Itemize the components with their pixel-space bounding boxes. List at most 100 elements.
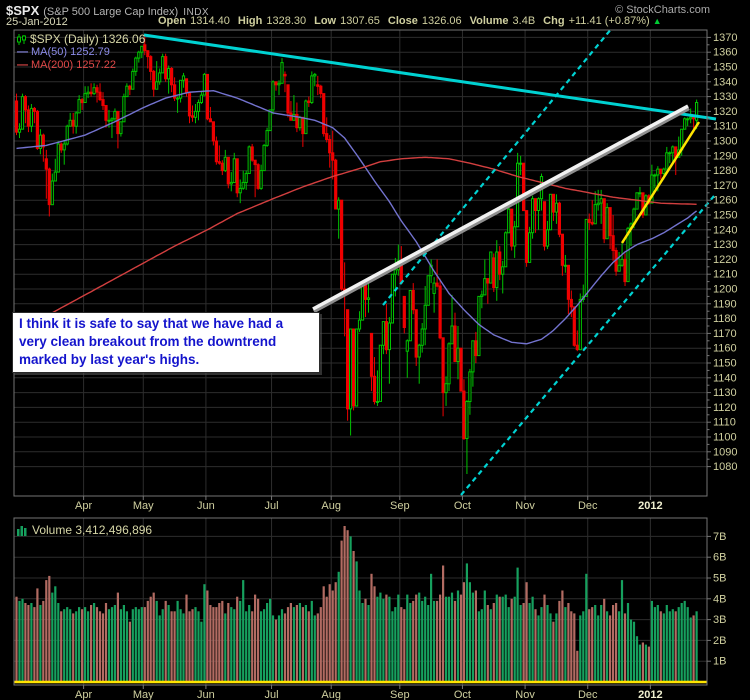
candle <box>280 58 284 84</box>
volume-bar <box>519 605 522 683</box>
candle <box>563 254 567 273</box>
volume-bar <box>185 594 188 683</box>
svg-text:5B: 5B <box>713 573 726 585</box>
volume-bar <box>260 611 263 683</box>
ma50-line-swatch: — <box>17 46 28 58</box>
annotation-line-1: I think it is safe to say that we have h… <box>19 316 284 331</box>
svg-text:1360: 1360 <box>713 47 737 59</box>
volume-bar <box>409 603 412 683</box>
volume-bar <box>361 603 364 683</box>
steep-rally-trendline[interactable] <box>620 121 701 244</box>
volume-bar <box>164 600 167 683</box>
volume-bar <box>346 530 349 683</box>
candle <box>572 306 576 347</box>
change-up-arrow-icon: ▲ <box>652 16 662 26</box>
candle <box>196 99 201 121</box>
volume-bar <box>647 646 650 683</box>
candle <box>665 146 669 170</box>
quote-value: 1328.30 <box>266 15 307 27</box>
volume-bar <box>322 586 325 683</box>
quote-label: Low <box>314 15 337 27</box>
candle <box>423 286 427 346</box>
candle <box>686 117 690 127</box>
candle <box>277 80 281 96</box>
candle <box>110 117 114 139</box>
volume-bar <box>78 607 81 683</box>
candle <box>77 95 81 114</box>
volume-bar <box>209 605 212 683</box>
candle <box>602 198 606 244</box>
svg-text:1090: 1090 <box>713 446 737 458</box>
legend-ma50-row[interactable]: — MA(50) 1252.79 <box>17 46 145 59</box>
volume-bar <box>39 605 42 683</box>
candle <box>590 200 594 226</box>
candle <box>349 328 353 436</box>
rising-channel-lower[interactable] <box>460 195 715 496</box>
candle <box>456 326 460 380</box>
legend-spx-row[interactable]: $SPX (Daily) 1326.06 <box>17 33 145 46</box>
candle <box>289 101 293 121</box>
volume-bar <box>588 609 591 683</box>
candle <box>193 104 198 124</box>
candle <box>208 106 213 123</box>
volume-bar <box>36 588 39 683</box>
volume-bar <box>271 615 275 683</box>
volume-bar <box>582 611 585 683</box>
legend-ma200-row[interactable]: — MA(200) 1257.22 <box>17 59 145 72</box>
volume-bar <box>301 607 304 683</box>
candle <box>256 163 260 190</box>
candle <box>119 121 123 137</box>
volume-bar <box>680 603 683 683</box>
stockcharts-copyright[interactable]: © StockCharts.com <box>615 4 710 16</box>
volume-bar <box>528 603 531 683</box>
volume-bar <box>95 607 99 683</box>
rising-channel-upper[interactable] <box>382 27 613 306</box>
volume-bar <box>510 598 513 683</box>
volume-bar <box>436 600 439 683</box>
volume-bar <box>615 603 618 683</box>
volume-bar <box>671 609 674 683</box>
svg-text:1230: 1230 <box>713 239 737 251</box>
volume-bar <box>662 613 665 683</box>
volume-bar <box>218 603 221 683</box>
volume-bar <box>546 605 549 683</box>
volume-bar <box>239 600 242 683</box>
volume-bar <box>453 600 457 683</box>
candle <box>158 68 162 85</box>
svg-text:1370: 1370 <box>713 32 737 44</box>
candle <box>626 226 630 283</box>
candle <box>435 259 439 288</box>
breakout-trendline[interactable] <box>312 104 689 311</box>
candle <box>343 262 347 337</box>
volume-bar <box>659 611 662 683</box>
candle <box>113 108 117 122</box>
volume-axis: 1B 2B 3B 4B 5B 6B 7B <box>707 531 726 668</box>
candle <box>173 77 177 102</box>
volume-bar <box>626 603 630 683</box>
breakout-annotation-box[interactable]: I think it is safe to say that we have h… <box>12 312 320 373</box>
volume-bar <box>507 607 510 683</box>
volume-bar <box>107 609 111 683</box>
volume-bar <box>131 609 134 683</box>
volume-bar <box>695 611 698 683</box>
volume-bar <box>427 605 430 683</box>
svg-text:1350: 1350 <box>713 62 737 74</box>
volume-bar <box>304 605 307 683</box>
volume-bar <box>30 603 33 683</box>
candle <box>513 220 517 258</box>
volume-bar <box>442 565 445 683</box>
downtrend-from-2011-highs[interactable] <box>143 33 717 121</box>
volume-bar <box>635 636 639 683</box>
candle <box>405 339 409 378</box>
volume-bar <box>650 600 653 683</box>
volume-bar <box>504 594 507 683</box>
volume-bar <box>492 603 495 683</box>
volume-bar <box>182 613 185 683</box>
volume-bar <box>274 619 278 683</box>
volume-bar <box>594 605 597 683</box>
candle <box>608 207 612 250</box>
candle <box>516 152 520 228</box>
svg-text:3B: 3B <box>713 614 726 626</box>
candle <box>235 158 239 198</box>
volume-bar <box>501 596 504 683</box>
